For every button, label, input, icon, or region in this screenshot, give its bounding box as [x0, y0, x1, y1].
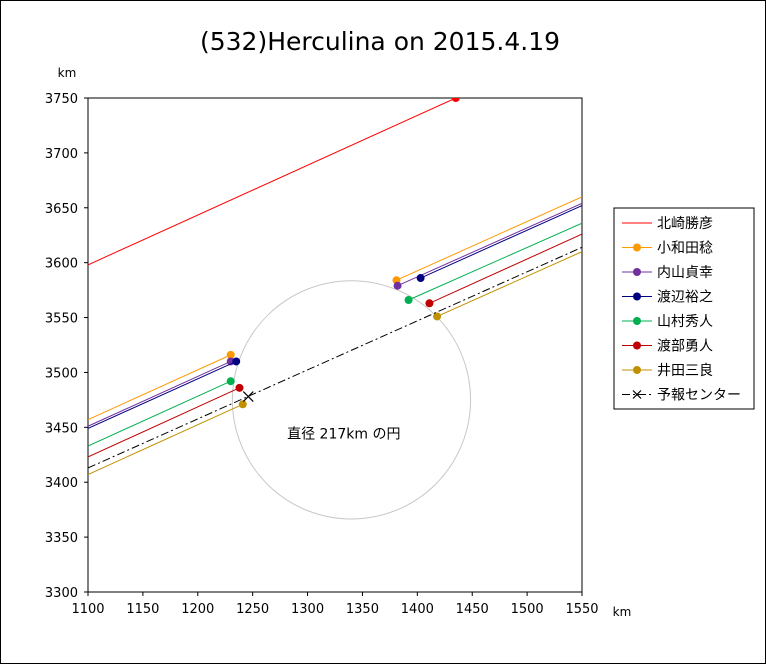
- legend-swatch-marker: [633, 292, 641, 301]
- x-tick-label: 1450: [456, 602, 489, 617]
- series-4-line-2: [408, 222, 582, 301]
- chart-title: (532)Herculina on 2015.4.19: [200, 27, 560, 56]
- legend-swatch-marker: [633, 268, 641, 276]
- legend-item-label: 北崎勝彦: [657, 216, 713, 232]
- y-tick-label: 3550: [45, 312, 78, 327]
- legend-swatch-marker: [633, 317, 641, 325]
- legend-item-label: 渡辺裕之: [657, 290, 713, 306]
- x-tick-label: 1250: [236, 602, 269, 617]
- circle-label: 直径 217km の円: [287, 425, 400, 442]
- y-tick-label: 3600: [45, 257, 78, 272]
- series-2-line: [88, 361, 231, 427]
- x-tick-label: 1400: [401, 602, 434, 617]
- y-tick-label: 3450: [45, 421, 78, 436]
- y-axis-unit: km: [58, 66, 77, 80]
- y-tick-label: 3750: [45, 92, 78, 107]
- legend-swatch-marker: [633, 243, 641, 252]
- series-5-line-2: [429, 233, 582, 304]
- axis-ticks: 1100 1150 1200 1250 1300 1350 1400 1450 1500 1550…: [45, 92, 599, 617]
- y-tick-label: 3400: [45, 476, 78, 491]
- y-tick-label: 3650: [45, 202, 78, 217]
- legend-item-label: 小和田稔: [657, 241, 713, 257]
- series-1-point-1: [226, 350, 235, 359]
- x-tick-label: 1550: [565, 602, 598, 617]
- series-3-line-2: [420, 205, 582, 279]
- legend-item-label: 山村秀人: [657, 314, 713, 330]
- y-tick-label: 3700: [45, 147, 78, 162]
- series-2-point-2: [393, 281, 402, 290]
- x-axis-unit: km: [613, 605, 632, 619]
- x-tick-label: 1500: [511, 602, 544, 617]
- y-tick-label: 3350: [45, 531, 78, 546]
- legend-box: [613, 207, 755, 410]
- series-2-line-2: [397, 202, 582, 287]
- legend-item-label: 内山貞幸: [657, 265, 713, 281]
- legend-item-label: 予報センター: [657, 388, 741, 404]
- series-1-line: [88, 354, 231, 421]
- legend-item-label: 井田三良: [657, 363, 713, 379]
- series-5-point-1: [235, 383, 244, 392]
- chart-marks: 直径 217km の円: [88, 98, 582, 520]
- series-4-point-1: [226, 377, 235, 386]
- plot-content: 直径 217km の円: [88, 98, 582, 520]
- series-7-center-marker: [242, 391, 254, 403]
- plot-area: [87, 97, 583, 593]
- legend-swatch-marker: [633, 341, 641, 350]
- series-4-point-2: [404, 295, 413, 304]
- reference-circle: [231, 280, 472, 520]
- series-6-point-2: [433, 312, 442, 321]
- series-6-line-2: [436, 251, 582, 317]
- x-tick-label: 1200: [181, 602, 214, 617]
- x-tick-label: 1350: [346, 602, 379, 617]
- series-7-line: [88, 246, 582, 469]
- series-6-line: [88, 403, 243, 475]
- series-3-line: [88, 361, 237, 429]
- series-5-point-2: [425, 299, 434, 308]
- legend-swatch-marker: [632, 390, 642, 399]
- legend-swatch-marker: [633, 366, 641, 374]
- x-tick-label: 1300: [291, 602, 324, 617]
- series-1-line-2: [396, 196, 582, 281]
- series-6-point-1: [238, 400, 247, 409]
- series-0-line: [88, 98, 456, 266]
- series-4-line: [88, 380, 231, 447]
- y-tick-label: 3300: [45, 586, 78, 601]
- y-tick-label: 3500: [45, 366, 78, 381]
- x-tick-label: 1150: [126, 602, 159, 617]
- legend-item-label: 渡部勇人: [657, 339, 713, 355]
- series-5-line: [88, 387, 240, 458]
- x-tick-label: 1100: [71, 602, 104, 617]
- series-3-point-1: [232, 357, 241, 366]
- series-3-point-2: [416, 274, 425, 283]
- series-0-point-1: [451, 98, 460, 102]
